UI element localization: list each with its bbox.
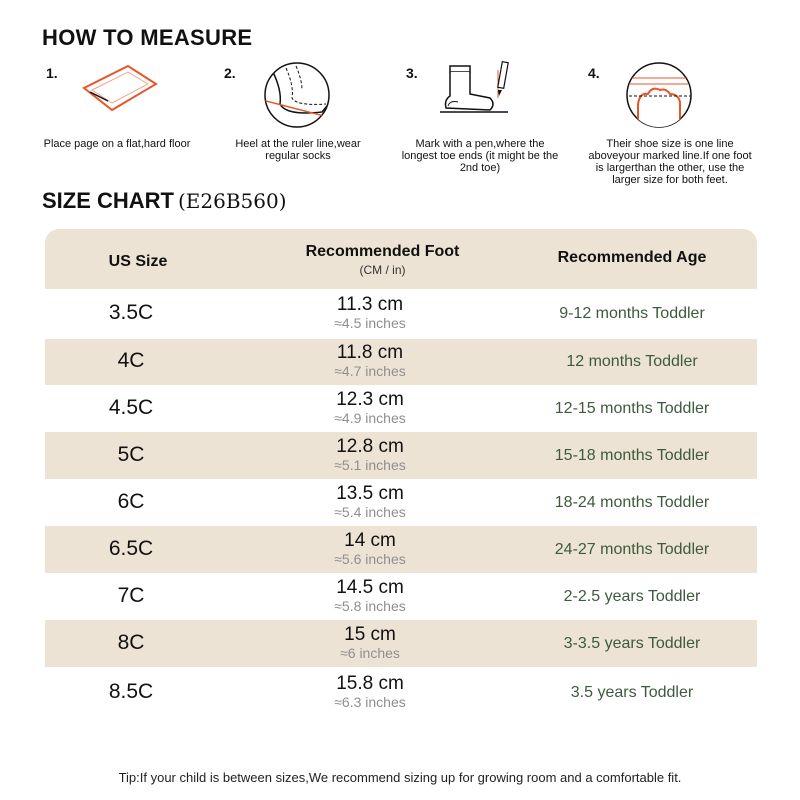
how-to-measure-title: HOW TO MEASURE [42,25,253,50]
step-text: Heel at the ruler line,wear regular sock… [235,138,361,162]
step-text: Place page on a flat,hard floor [43,138,191,150]
step-number: 3. [406,65,418,81]
cell-foot-cm: 11.8 cm [336,342,404,363]
table-header: US Size Recommended Foot (CM / in) Recom… [45,229,757,289]
cell-recommended-age: 3-3.5 years Toddler [563,635,701,652]
cell-foot-cm: 13.5 cm [336,483,404,504]
cell-us-size: 3.5C [108,301,154,324]
cell-recommended-age: 12 months Toddler [566,353,698,370]
cell-us-size: 7C [117,584,145,607]
cell-foot-cm: 15 cm [344,624,396,645]
header-foot-units: (CM / in) [359,263,406,277]
header-us-size: US Size [108,253,168,270]
step-number: 2. [224,65,236,81]
cell-foot-cm: 11.3 cm [336,294,404,315]
sizing-tip: Tip:If your child is between sizes,We re… [118,770,682,785]
table-row: 5C 12.8 cm ≈5.1 inches 15-18 months Toddler [45,432,757,479]
table-row: 4C 11.8 cm ≈4.7 inches 12 months Toddler [45,339,757,385]
cell-foot-inches: ≈5.4 inches [334,504,406,520]
cell-foot-inches: ≈4.5 inches [334,315,406,331]
cell-recommended-age: 15-18 months Toddler [554,447,710,464]
table-row: 6C 13.5 cm ≈5.4 inches 18-24 months Toddler [45,479,757,526]
cell-recommended-age: 9-12 months Toddler [559,305,705,322]
cell-foot-inches: ≈6.3 inches [334,694,406,710]
cell-recommended-age: 3.5 years Toddler [570,684,694,701]
header-recommended-age: Recommended Age [557,249,707,266]
size-table: US Size Recommended Foot (CM / in) Recom… [45,229,757,719]
cell-foot-cm: 12.3 cm [336,389,404,410]
step-text: Their shoe size is one line aboveyour ma… [588,138,752,186]
cell-us-size: 8C [117,631,145,654]
cell-us-size: 4.5C [108,396,154,419]
cell-foot-inches: ≈4.9 inches [334,410,406,426]
cell-foot-inches: ≈5.8 inches [334,598,406,614]
table-row: 3.5C 11.3 cm ≈4.5 inches 9-12 months Toddle… [45,289,757,339]
cell-foot-cm: 14.5 cm [336,577,404,598]
cell-recommended-age: 24-27 months Toddler [554,541,710,558]
cell-foot-inches: ≈5.1 inches [334,457,406,473]
cell-foot-inches: ≈6 inches [340,645,400,661]
toe-line-icon [624,60,694,135]
cell-foot-cm: 12.8 cm [336,436,404,457]
step-text: Mark with a pen,where the longest toe en… [401,138,559,174]
cell-us-size: 5C [117,443,145,466]
paper-sheet-icon [78,60,162,125]
table-row: 4.5C 12.3 cm ≈4.9 inches 12-15 months Toddl… [45,385,757,432]
size-chart-code: (E26B560) [178,189,287,213]
cell-foot-cm: 14 cm [344,530,396,551]
cell-recommended-age: 18-24 months Toddler [554,494,710,511]
table-row: 8C 15 cm ≈6 inches 3-3.5 years Toddler [45,620,757,667]
cell-foot-inches: ≈5.6 inches [334,551,406,567]
table-row: 8.5C 15.8 cm ≈6.3 inches 3.5 years Toddler [45,667,757,719]
sock-pen-icon [438,60,518,127]
header-recommended-foot: Recommended Foot [305,243,460,260]
size-chart-title-text: SIZE CHART [42,188,174,213]
heel-sock-icon [262,60,332,135]
cell-recommended-age: 12-15 months Toddler [554,400,710,417]
cell-us-size: 6.5C [108,537,154,560]
step-number: 4. [588,65,600,81]
cell-recommended-age: 2-2.5 years Toddler [563,588,701,605]
table-row: 7C 14.5 cm ≈5.8 inches 2-2.5 years Toddler [45,573,757,620]
table-row: 6.5C 14 cm ≈5.6 inches 24-27 months Toddler [45,526,757,573]
cell-foot-cm: 15.8 cm [336,673,404,694]
cell-us-size: 6C [117,490,145,513]
cell-foot-inches: ≈4.7 inches [334,363,406,379]
cell-us-size: 4C [117,349,145,372]
cell-us-size: 8.5C [108,680,154,703]
step-number: 1. [46,65,58,81]
size-chart-title: SIZE CHART (E26B560) [42,188,287,214]
